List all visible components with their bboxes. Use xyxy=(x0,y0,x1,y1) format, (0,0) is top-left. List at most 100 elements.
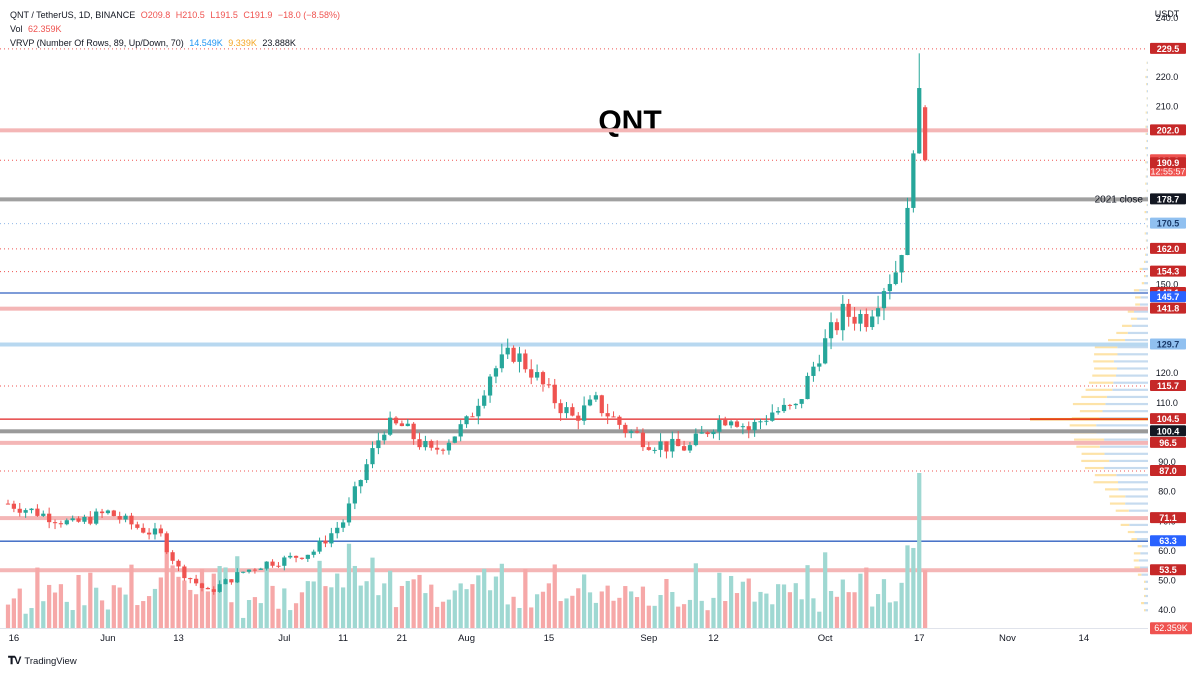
vp-up-row xyxy=(1146,132,1148,135)
vp-down-row xyxy=(1074,438,1105,441)
volume-bar xyxy=(676,606,681,628)
footer-brand[interactable]: 𝐓V TradingView xyxy=(8,655,77,668)
volume-bar xyxy=(875,594,881,628)
volume-bar xyxy=(670,591,675,628)
candle-body xyxy=(123,515,128,520)
vp-up-row xyxy=(1117,367,1148,370)
candle-body xyxy=(558,403,563,414)
symbol-label[interactable]: QNT / TetherUS, 1D, BINANCE xyxy=(10,10,136,20)
vp-up-row xyxy=(1099,445,1148,448)
vp-up-row xyxy=(1146,253,1148,256)
vp-up-row xyxy=(1147,189,1148,192)
volume-bar xyxy=(41,601,46,628)
volume-bar xyxy=(64,601,69,628)
vrvp-label[interactable]: VRVP (Number Of Rows, 89, Up/Down, 70) xyxy=(10,38,184,48)
time-axis[interactable]: 16 Jun 13 Jul 11 21 Aug 15 Sep 12 Oct 17 Nov 14 xyxy=(0,628,1148,645)
volume-bar xyxy=(734,593,740,628)
volume-bar xyxy=(523,568,528,628)
legend-vrvp-row[interactable]: VRVP (Number Of Rows, 89, Up/Down, 70) 1… xyxy=(10,37,299,49)
volume-bar xyxy=(317,560,322,628)
volume-bar xyxy=(681,604,687,628)
candle-body xyxy=(258,568,263,570)
volume-bar xyxy=(487,590,493,628)
volume-bar xyxy=(105,609,111,628)
price-label-box xyxy=(1150,425,1186,437)
time-tick-label: 11 xyxy=(338,633,348,644)
price-label-box xyxy=(1150,157,1186,169)
volume-bar xyxy=(746,578,751,628)
candle-body xyxy=(105,510,111,514)
vp-up-row xyxy=(1118,488,1148,491)
volume-bar xyxy=(335,573,340,628)
volume-bar xyxy=(881,579,887,628)
vp-down-row xyxy=(1141,602,1145,605)
time-tick-label: Jul xyxy=(278,633,290,644)
candle-body xyxy=(734,421,740,427)
level-note-label: 2021 close xyxy=(1095,194,1144,205)
vp-up-row xyxy=(1145,609,1148,612)
level-band-53.5 xyxy=(0,568,1148,573)
volume-bar xyxy=(893,601,898,628)
candle-body xyxy=(211,589,216,592)
ohlc-high: H210.5 xyxy=(175,10,205,20)
vp-up-row xyxy=(1102,410,1148,413)
volume-bar xyxy=(29,608,34,628)
volume-bar xyxy=(511,596,516,628)
price-label-104.5: 104.5 xyxy=(1157,414,1180,424)
price-label-box xyxy=(1150,217,1186,229)
candle-body xyxy=(323,540,328,544)
volume-bar xyxy=(828,590,834,628)
vp-up-row xyxy=(1139,566,1148,569)
price-label-box xyxy=(1150,413,1186,425)
volume-bar xyxy=(205,591,211,628)
price-label-box xyxy=(1150,465,1186,476)
candle-body xyxy=(35,508,40,516)
vp-down-row xyxy=(1146,61,1148,64)
volume-bar xyxy=(246,600,252,628)
candle-body xyxy=(223,579,228,585)
candle-body xyxy=(546,384,551,386)
volume-bar xyxy=(211,573,216,628)
candle-body xyxy=(99,511,105,514)
volume-bar xyxy=(141,601,146,628)
volume-label[interactable]: Vol xyxy=(10,24,23,34)
legend-symbol-row[interactable]: QNT / TetherUS, 1D, BINANCE O209.8 H210.… xyxy=(10,9,343,21)
candle-body xyxy=(352,486,357,504)
vp-up-row xyxy=(1144,282,1148,285)
volume-bar xyxy=(188,589,193,628)
candle-body xyxy=(564,407,569,414)
candle-body xyxy=(246,569,252,572)
candle-body xyxy=(676,438,681,447)
price-axis[interactable]: 40.050.060.070.080.090.0110.0120.0150.02… xyxy=(1095,13,1192,635)
vp-down-row xyxy=(1084,466,1104,470)
vp-down-row xyxy=(1146,189,1148,192)
candle-body xyxy=(423,441,428,448)
volume-bar xyxy=(399,585,405,628)
volume-bar xyxy=(799,599,804,628)
candle-body xyxy=(723,420,728,426)
candle-body xyxy=(170,552,175,561)
candle-body xyxy=(781,404,787,412)
volume-bar xyxy=(787,592,793,628)
vp-up-row xyxy=(1138,559,1148,562)
vp-down-row xyxy=(1109,502,1126,505)
vp-up-row xyxy=(1147,104,1148,107)
vp-down-row xyxy=(1144,232,1146,235)
vp-up-row xyxy=(1117,353,1148,356)
ohlc-open: O209.8 xyxy=(140,10,171,20)
volume-bar xyxy=(817,611,822,628)
price-label-145.7: 145.7 xyxy=(1157,292,1180,302)
volume-bar xyxy=(446,599,452,628)
vp-up-row xyxy=(1109,459,1148,463)
vp-up-row xyxy=(1105,402,1148,406)
price-label-box xyxy=(1150,124,1186,136)
candle-body xyxy=(864,313,869,328)
volume-bar xyxy=(199,568,205,628)
legend-volume-row[interactable]: Vol 62.359K xyxy=(10,23,65,35)
volume-bar xyxy=(664,578,669,628)
vp-down-row xyxy=(1145,125,1147,128)
candle-body xyxy=(340,522,346,528)
volume-bar xyxy=(352,565,357,628)
vp-up-row xyxy=(1144,602,1148,605)
